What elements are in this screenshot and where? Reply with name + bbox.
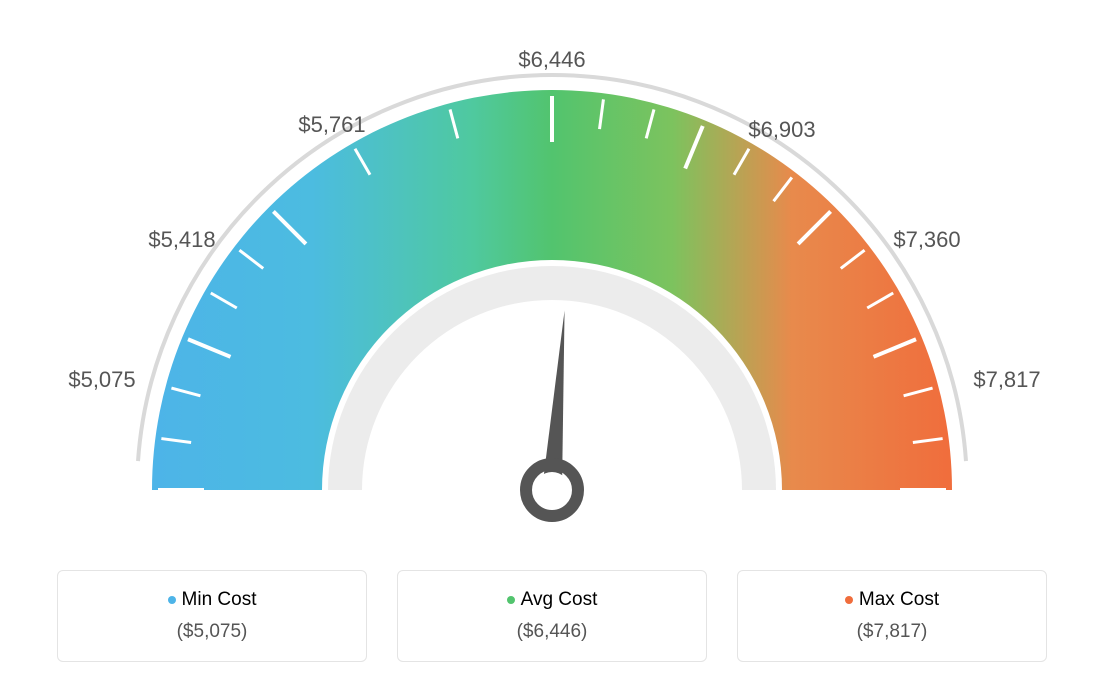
needle-hub-center (534, 472, 570, 508)
dot-icon (168, 596, 176, 604)
legend-min-label: Min Cost (182, 589, 257, 610)
legend-card-max: Max Cost ($7,817) (737, 570, 1047, 662)
dot-icon (845, 596, 853, 604)
legend-max-value: ($7,817) (748, 621, 1036, 643)
gauge-tick-label: $7,360 (893, 227, 960, 253)
gauge-tick-label: $5,761 (298, 112, 365, 138)
gauge-tick-label: $5,075 (68, 367, 135, 393)
legend-title-min: Min Cost (68, 589, 356, 611)
gauge-svg (22, 20, 1082, 550)
gauge-needle (526, 310, 578, 516)
gauge-tick-label: $6,903 (748, 117, 815, 143)
cost-gauge-chart: $5,075 $5,418 $5,761 $6,446 $6,903 $7,360 $7,8… (22, 20, 1082, 550)
legend-card-min: Min Cost ($5,075) (57, 570, 367, 662)
legend-title-avg: Avg Cost (408, 589, 696, 611)
legend-max-label: Max Cost (859, 589, 939, 610)
legend-min-value: ($5,075) (68, 621, 356, 643)
legend-row: Min Cost ($5,075) Avg Cost ($6,446) Max … (20, 570, 1084, 662)
gauge-tick-label: $5,418 (148, 227, 215, 253)
legend-avg-value: ($6,446) (408, 621, 696, 643)
gauge-tick-label: $6,446 (518, 47, 585, 73)
legend-card-avg: Avg Cost ($6,446) (397, 570, 707, 662)
gauge-tick-label: $7,817 (973, 367, 1040, 393)
dot-icon (507, 596, 515, 604)
legend-title-max: Max Cost (748, 589, 1036, 611)
legend-avg-label: Avg Cost (521, 589, 598, 610)
